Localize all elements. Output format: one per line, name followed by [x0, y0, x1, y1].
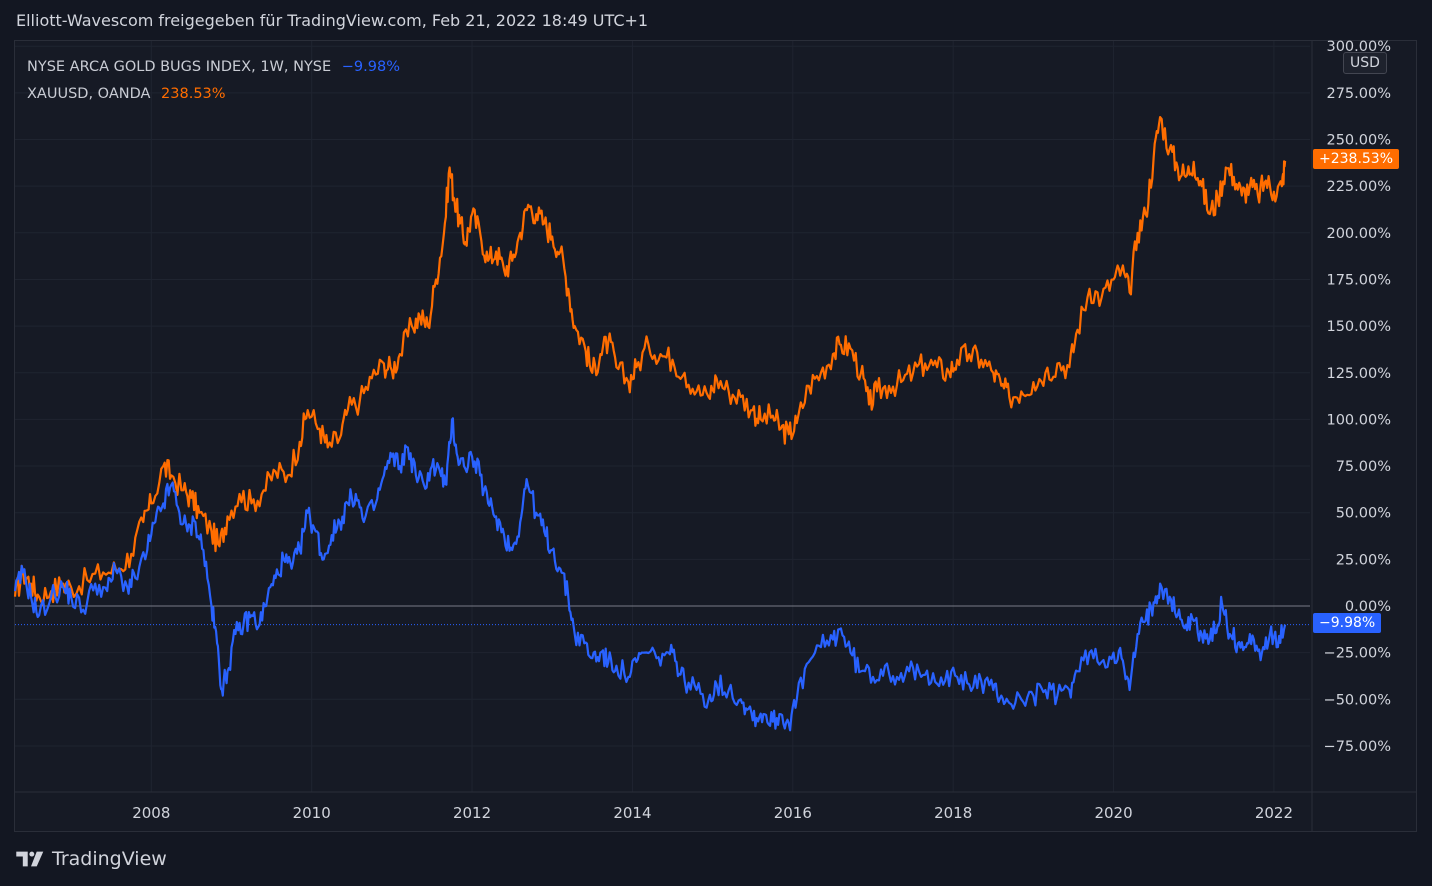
y-tick-label: 250.00%	[1326, 133, 1391, 149]
x-tick-label: 2008	[132, 804, 170, 822]
y-tick-label: 150.00%	[1326, 319, 1391, 335]
y-tick-label: −75.00%	[1324, 739, 1391, 755]
x-tick-label: 2012	[453, 804, 491, 822]
x-tick-label: 2016	[774, 804, 812, 822]
y-tick-label: 125.00%	[1326, 366, 1391, 382]
y-tick-label: 275.00%	[1326, 86, 1391, 102]
x-tick-label: 2010	[293, 804, 331, 822]
y-tick-label: 300.00%	[1326, 39, 1391, 55]
x-tick-label: 2022	[1255, 804, 1293, 822]
y-tick-label: 200.00%	[1326, 226, 1391, 242]
legend-row-gdx[interactable]: NYSE ARCA GOLD BUGS INDEX, 1W, NYSE −9.9…	[27, 54, 400, 81]
y-tick-label: 75.00%	[1336, 459, 1391, 475]
legend-gdx-value: −9.98%	[341, 59, 400, 75]
x-tick-label: 2014	[613, 804, 651, 822]
y-tick-label: 225.00%	[1326, 179, 1391, 195]
currency-badge[interactable]: USD	[1343, 52, 1387, 74]
legend-gold-value: 238.53%	[161, 86, 226, 102]
x-tick-label: 2020	[1094, 804, 1132, 822]
legend-row-gold[interactable]: XAUUSD, OANDA 238.53%	[27, 81, 400, 108]
legend-gdx-name: NYSE ARCA GOLD BUGS INDEX, 1W, NYSE	[27, 59, 332, 75]
y-tick-label: 25.00%	[1336, 552, 1391, 568]
y-tick-label: −50.00%	[1324, 692, 1391, 708]
series-line-gdx	[13, 417, 1287, 732]
legend-gold-name: XAUUSD, OANDA	[27, 86, 151, 102]
y-tick-label: 0.00%	[1345, 599, 1391, 615]
y-tick-label: 175.00%	[1326, 272, 1391, 288]
y-tick-label: 100.00%	[1326, 412, 1391, 428]
chart-legend: NYSE ARCA GOLD BUGS INDEX, 1W, NYSE −9.9…	[27, 54, 400, 108]
x-tick-label: 2018	[934, 804, 972, 822]
footer-brand-label: TradingView	[52, 848, 167, 870]
y-tick-label: −25.00%	[1324, 646, 1391, 662]
footer-brand[interactable]: TradingView	[16, 848, 167, 870]
y-tick-label: 50.00%	[1336, 506, 1391, 522]
series-line-gold	[13, 116, 1287, 607]
last-price-label-gold: +238.53%	[1313, 148, 1400, 169]
chart-header-title: Elliott-Wavescom freigegeben für Trading…	[16, 11, 649, 30]
tradingview-logo-icon	[16, 851, 44, 867]
last-price-label-gdx: −9.98%	[1313, 612, 1382, 633]
